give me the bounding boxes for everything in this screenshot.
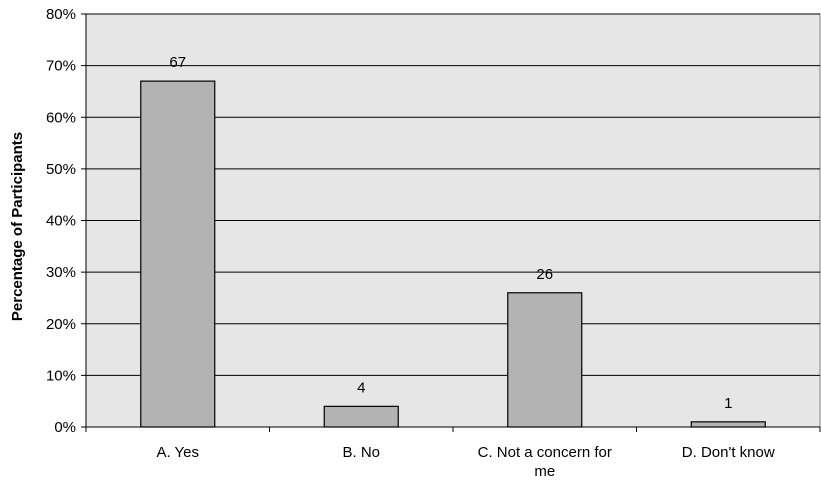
y-tick-labels: 0% 10% 20% 30% 40% 50% 60% 70% 80% — [46, 6, 76, 436]
data-label: 1 — [724, 395, 732, 412]
x-tick-label-line: C. Not a concern for — [478, 444, 612, 461]
data-label: 4 — [357, 379, 365, 396]
bars — [140, 80, 766, 428]
y-axis-label: Percentage of Participants — [9, 132, 26, 321]
bar — [507, 292, 583, 428]
x-tick-label: C. Not a concern for me — [478, 444, 612, 480]
axes — [81, 13, 821, 432]
x-tick-label: A. Yes — [156, 444, 199, 461]
y-tick-label: 30% — [46, 264, 76, 281]
bar — [323, 405, 399, 428]
y-tick-label: 20% — [46, 316, 76, 333]
data-label: 67 — [169, 54, 186, 71]
y-tick-label: 40% — [46, 213, 76, 230]
x-tick-label-line: D. Don't know — [682, 444, 775, 461]
data-label: 26 — [536, 266, 553, 283]
y-tick-label: 50% — [46, 161, 76, 178]
y-tick-label: 10% — [46, 367, 76, 384]
y-tick-label: 60% — [46, 109, 76, 126]
bar — [690, 421, 766, 428]
x-tick-labels: A. Yes B. No C. Not a concern for me D. Don'… — [156, 444, 774, 480]
y-tick-label: 70% — [46, 58, 76, 75]
x-tick-label-line: me — [534, 463, 555, 480]
data-labels: 67 4 26 1 — [169, 54, 732, 412]
x-tick-label-line: B. No — [342, 444, 380, 461]
y-tick-label: 80% — [46, 6, 76, 23]
y-tick-label: 0% — [54, 419, 76, 436]
x-tick-label: D. Don't know — [682, 444, 775, 461]
bar — [140, 80, 216, 428]
x-tick-label: B. No — [342, 444, 380, 461]
x-tick-label-line: A. Yes — [156, 444, 199, 461]
